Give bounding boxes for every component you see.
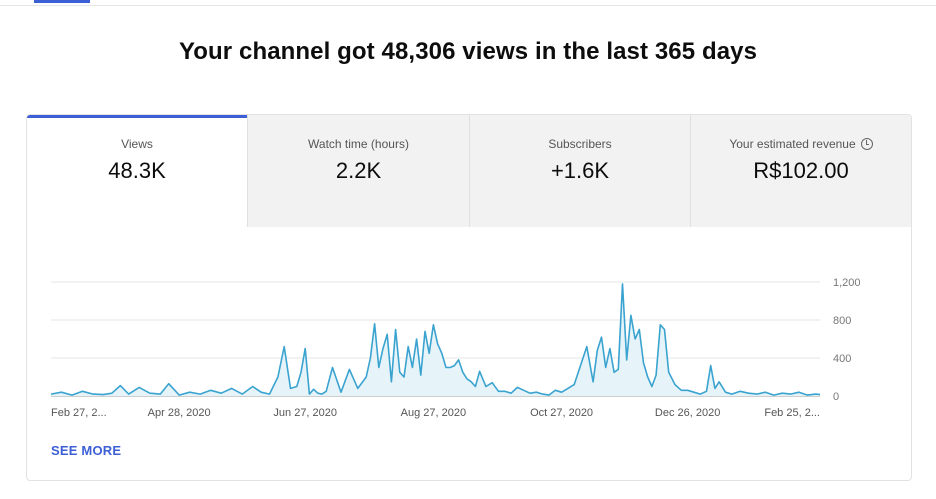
- views-area: [51, 283, 820, 396]
- tab-views[interactable]: Views 48.3K: [27, 115, 248, 227]
- stats-card: Views 48.3K Watch time (hours) 2.2K Subs…: [26, 114, 912, 481]
- clock-icon[interactable]: [860, 138, 873, 150]
- tab-revenue[interactable]: Your estimated revenue R$102.00: [691, 115, 911, 227]
- tab-subscribers-value: +1.6K: [550, 158, 610, 183]
- tab-subscribers-label: Subscribers: [548, 137, 612, 151]
- views-line: [50, 283, 821, 396]
- metric-tabs: Views 48.3K Watch time (hours) 2.2K Subs…: [27, 115, 911, 227]
- see-more-link[interactable]: SEE MORE: [51, 443, 122, 458]
- tab-watch-time[interactable]: Watch time (hours) 2.2K: [248, 115, 470, 227]
- tab-watch-time-value: 2.2K: [335, 158, 382, 183]
- tab-subscribers[interactable]: Subscribers +1.6K: [470, 115, 691, 227]
- page-headline: Your channel got 48,306 views in the las…: [178, 38, 758, 65]
- y-tick-label: 0: [833, 391, 839, 403]
- x-tick-label: Apr 28, 2020: [148, 407, 211, 419]
- tab-revenue-value: R$102.00: [753, 158, 849, 183]
- x-tick-label: Feb 27, 2...: [51, 407, 107, 419]
- x-tick-label: Oct 27, 2020: [530, 407, 593, 419]
- tab-revenue-label: Your estimated revenue: [729, 137, 856, 151]
- tab-watch-time-label: Watch time (hours): [308, 137, 409, 151]
- y-tick-label: 400: [833, 353, 851, 365]
- top-tab-indicator: [34, 0, 90, 3]
- x-tick-label: Dec 26, 2020: [655, 407, 720, 419]
- tab-views-label: Views: [121, 137, 153, 151]
- y-tick-label: 800: [833, 315, 851, 327]
- views-chart: 1,200 800 400 0 Feb 27, 2... Apr 28, 2020 Jun …: [50, 277, 861, 419]
- top-divider: [0, 5, 936, 6]
- x-tick-label: Jun 27, 2020: [273, 407, 337, 419]
- tab-revenue-label-row: Your estimated revenue: [691, 137, 911, 151]
- tab-views-value: 48.3K: [108, 158, 166, 183]
- x-tick-label: Feb 25, 2...: [764, 407, 820, 419]
- x-tick-label: Aug 27, 2020: [401, 407, 466, 419]
- y-tick-label: 1,200: [833, 277, 861, 289]
